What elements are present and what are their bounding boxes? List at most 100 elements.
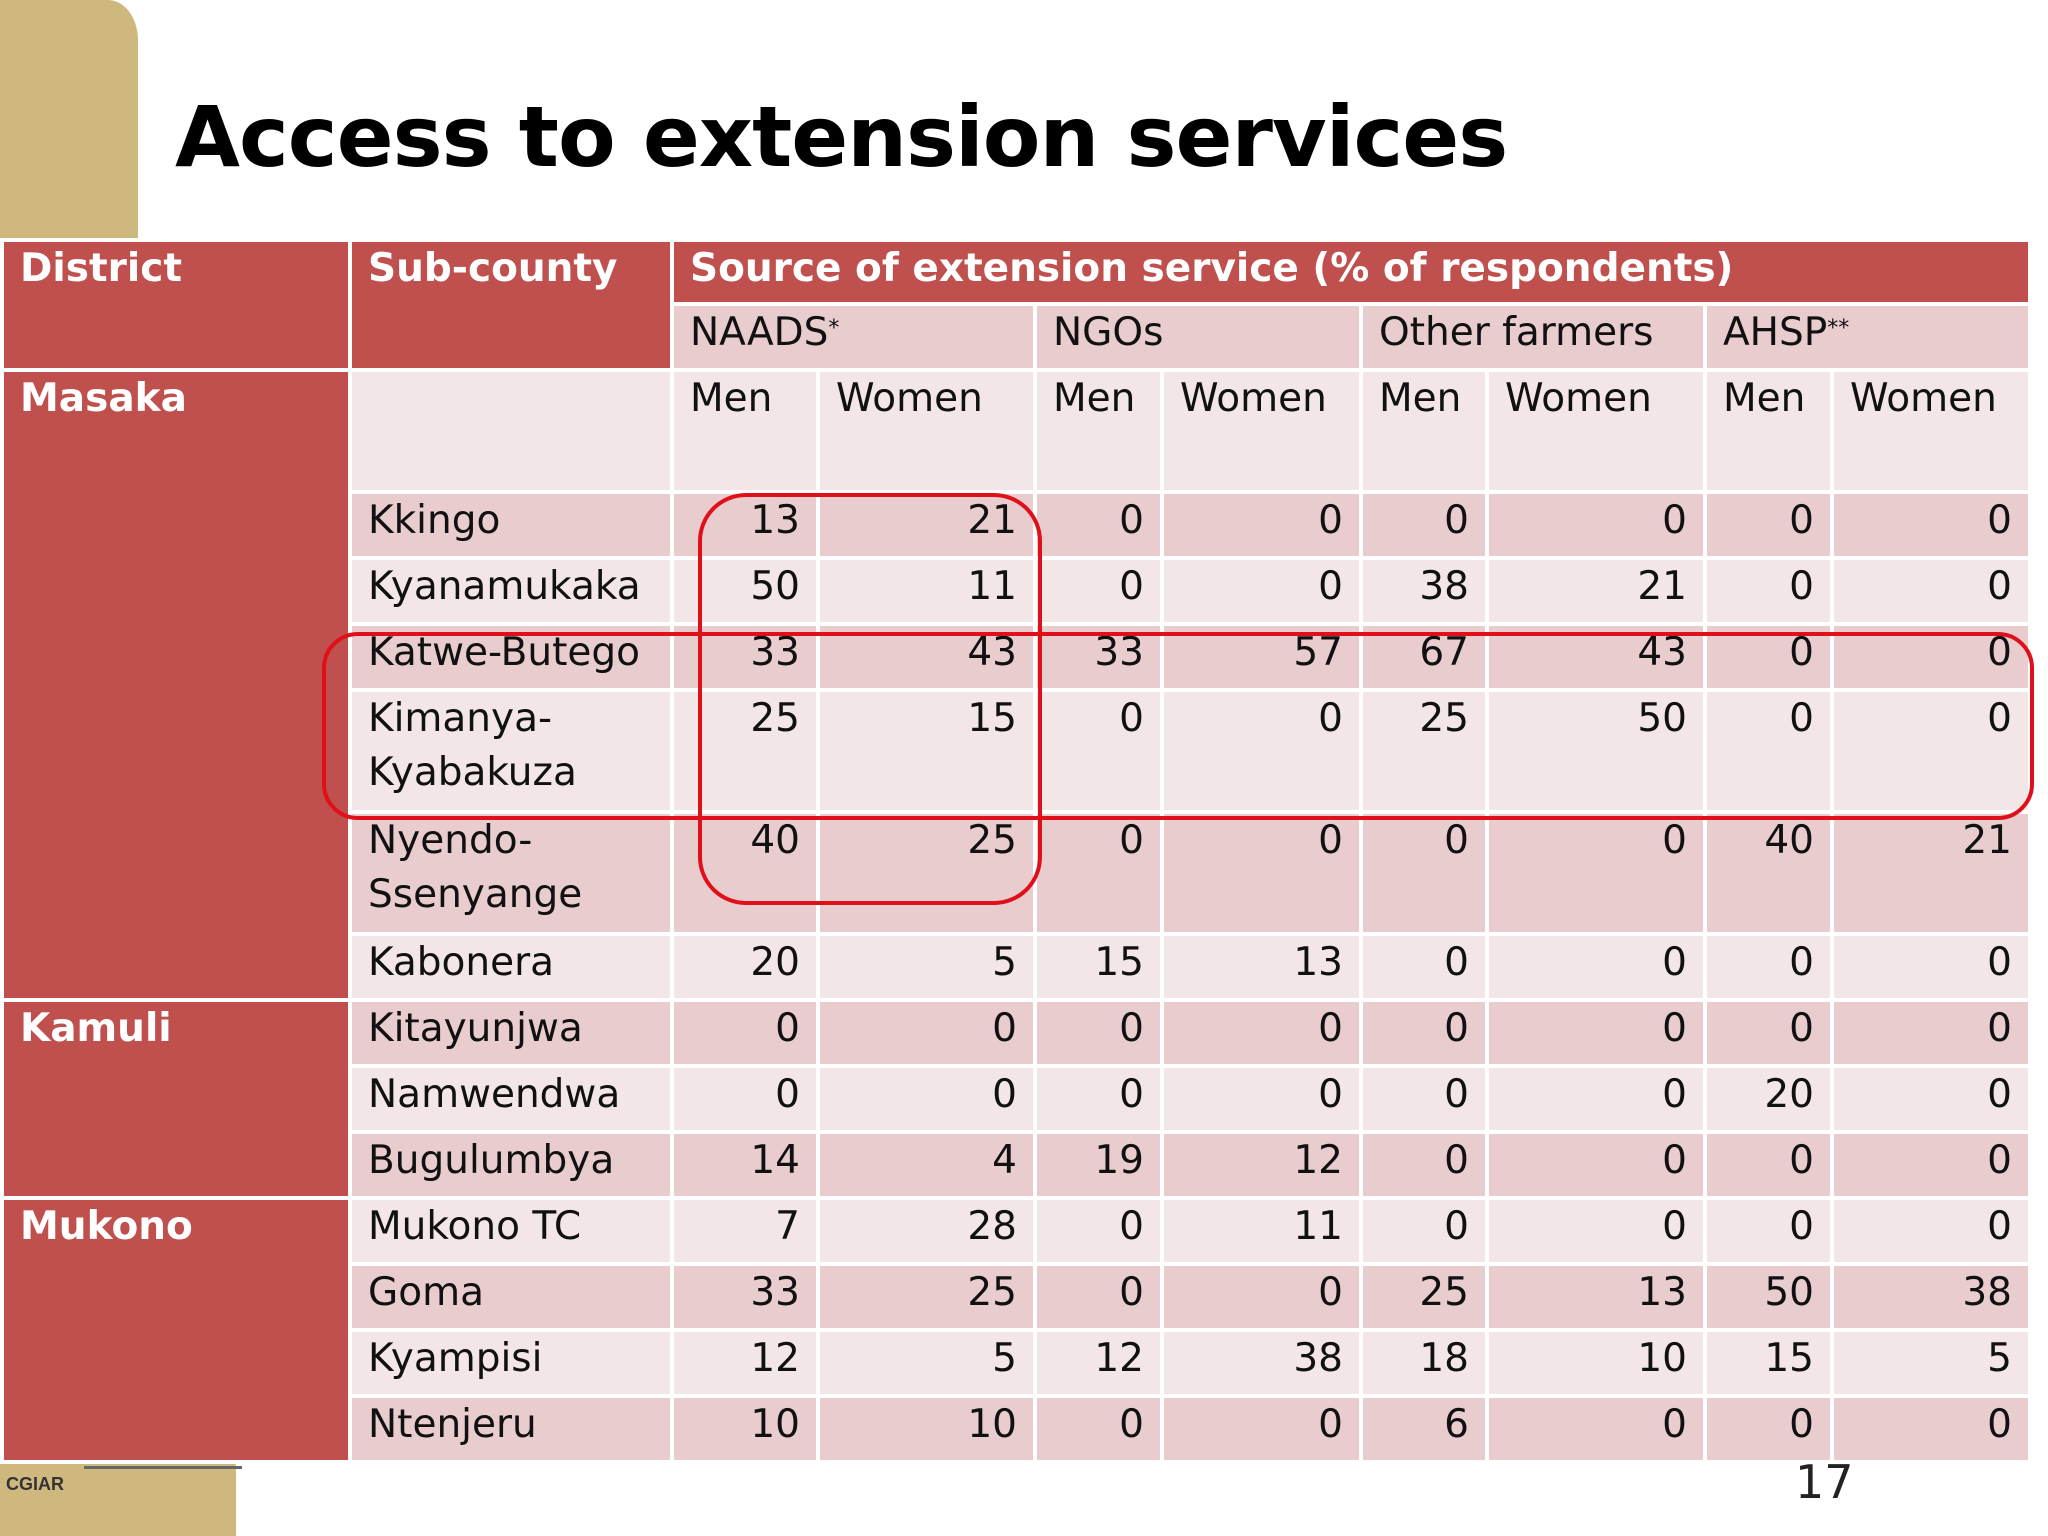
- gender-row: Masaka Men Women Men Women Men Women Men Women: [0, 368, 2032, 1002]
- value-cell: 18: [1359, 1328, 1489, 1398]
- header-subcounty: Sub-county: [348, 238, 674, 372]
- value-cell: 0: [1033, 810, 1164, 936]
- value-cell: 13: [1485, 1262, 1707, 1332]
- value-cell: 43: [1485, 622, 1707, 692]
- value-cell: 0: [1485, 810, 1707, 936]
- subcounty-cell: Mukono TC: [348, 1196, 674, 1266]
- table-row: Kkingo 13 21 0 0 0 0 0 0: [2, 490, 2032, 560]
- district-cell: Kamuli: [0, 998, 352, 1200]
- value-cell: 0: [1485, 1130, 1707, 1200]
- men-header: Men: [1359, 368, 1489, 494]
- value-cell: 33: [670, 622, 820, 692]
- value-cell: 0: [1485, 998, 1707, 1068]
- value-cell: 0: [1830, 622, 2032, 692]
- value-cell: 0: [670, 998, 820, 1068]
- value-cell: 0: [1359, 1196, 1489, 1266]
- value-cell: 0: [670, 1064, 820, 1134]
- value-cell: 40: [670, 810, 820, 936]
- women-header: Women: [816, 368, 1037, 494]
- value-cell: 38: [1359, 556, 1489, 626]
- value-cell: 10: [1485, 1328, 1707, 1398]
- value-cell: 67: [1359, 622, 1489, 692]
- value-cell: 25: [670, 688, 820, 814]
- value-cell: 0: [1703, 1196, 1834, 1266]
- value-cell: 5: [816, 1328, 1037, 1398]
- value-cell: 0: [1033, 1262, 1164, 1332]
- value-cell: 25: [1359, 1262, 1489, 1332]
- value-cell: 0: [1359, 490, 1489, 560]
- value-cell: 50: [1485, 688, 1707, 814]
- value-cell: 0: [1359, 932, 1489, 1002]
- value-cell: 0: [1703, 998, 1834, 1068]
- value-cell: 5: [816, 932, 1037, 1002]
- source-row: NAADS* NGOs Other farmers AHSP**: [2, 302, 2032, 372]
- subcounty-cell: Namwendwa: [348, 1064, 674, 1134]
- district-cell: Mukono: [0, 1196, 352, 1464]
- value-cell: 0: [1160, 1064, 1363, 1134]
- value-cell: 4: [816, 1130, 1037, 1200]
- value-cell: 0: [1160, 998, 1363, 1068]
- table-row: Kyampisi 12 5 12 38 18 10 15 5: [2, 1328, 2032, 1398]
- value-cell: 0: [1033, 556, 1164, 626]
- value-cell: 10: [816, 1394, 1037, 1464]
- value-cell: 0: [1033, 490, 1164, 560]
- value-cell: 0: [1485, 932, 1707, 1002]
- value-cell: 0: [1160, 688, 1363, 814]
- source-other-farmers: Other farmers: [1359, 302, 1707, 372]
- value-cell: 20: [670, 932, 820, 1002]
- slide-title: Access to extension services: [175, 88, 1508, 186]
- extension-table: District Sub-county Source of extension …: [0, 238, 2032, 1464]
- value-cell: 0: [1830, 556, 2032, 626]
- value-cell: 0: [1160, 810, 1363, 936]
- value-cell: 0: [1033, 1394, 1164, 1464]
- value-cell: 7: [670, 1196, 820, 1266]
- value-cell: 21: [1830, 810, 2032, 936]
- blank-cell: [348, 368, 674, 494]
- value-cell: 0: [1033, 1196, 1164, 1266]
- subcounty-cell: Katwe-Butego: [348, 622, 674, 692]
- value-cell: 0: [1359, 1064, 1489, 1134]
- value-cell: 0: [1033, 998, 1164, 1068]
- value-cell: 0: [1033, 1064, 1164, 1134]
- women-header: Women: [1830, 368, 2032, 494]
- value-cell: 57: [1160, 622, 1363, 692]
- value-cell: 50: [670, 556, 820, 626]
- value-cell: 15: [1703, 1328, 1834, 1398]
- value-cell: 0: [1830, 998, 2032, 1068]
- value-cell: 50: [1703, 1262, 1834, 1332]
- value-cell: 25: [816, 810, 1037, 936]
- value-cell: 0: [1485, 1064, 1707, 1134]
- value-cell: 0: [1703, 490, 1834, 560]
- value-cell: 0: [1359, 810, 1489, 936]
- table-row: Goma 33 25 0 0 25 13 50 38: [2, 1262, 2032, 1332]
- women-header: Women: [1160, 368, 1363, 494]
- value-cell: 0: [1830, 1394, 2032, 1464]
- source-naads: NAADS*: [670, 302, 1037, 372]
- value-cell: 21: [1485, 556, 1707, 626]
- women-header: Women: [1485, 368, 1707, 494]
- men-header: Men: [1033, 368, 1164, 494]
- table-row: Kamuli Kitayunjwa 0 0 0 0 0 0 0 0: [0, 998, 2032, 1200]
- value-cell: 38: [1830, 1262, 2032, 1332]
- subcounty-cell: Goma: [348, 1262, 674, 1332]
- value-cell: 0: [1703, 1130, 1834, 1200]
- logo-divider: [84, 1466, 242, 1469]
- table-row: Kabonera 20 5 15 13 0 0 0 0: [2, 932, 2032, 1002]
- value-cell: 0: [1703, 556, 1834, 626]
- value-cell: 25: [816, 1262, 1037, 1332]
- header-source: Source of extension service (% of respon…: [670, 238, 2032, 306]
- value-cell: 0: [1830, 1130, 2032, 1200]
- value-cell: 20: [1703, 1064, 1834, 1134]
- value-cell: 0: [1703, 688, 1834, 814]
- value-cell: 0: [1830, 688, 2032, 814]
- value-cell: 25: [1359, 688, 1489, 814]
- subcounty-cell: Ntenjeru: [348, 1394, 674, 1464]
- source-ahsp: AHSP**: [1703, 302, 2032, 372]
- subcounty-cell: Kitayunjwa: [348, 998, 674, 1068]
- value-cell: 0: [1703, 932, 1834, 1002]
- value-cell: 0: [1033, 688, 1164, 814]
- value-cell: 0: [1830, 490, 2032, 560]
- value-cell: 0: [1703, 1394, 1834, 1464]
- value-cell: 0: [1160, 1394, 1363, 1464]
- subcounty-cell: Nyendo-Ssenyange: [348, 810, 674, 936]
